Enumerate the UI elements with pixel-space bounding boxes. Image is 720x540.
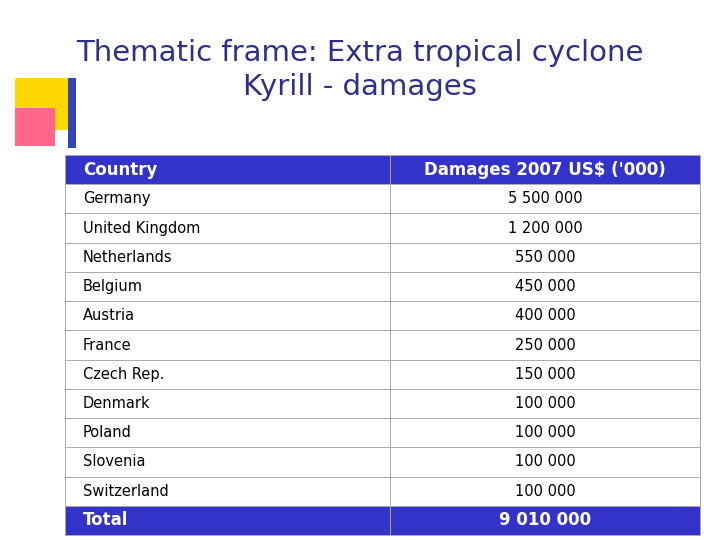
- Text: United Kingdom: United Kingdom: [83, 220, 200, 235]
- Text: 100 000: 100 000: [515, 484, 575, 498]
- Bar: [65, 447, 700, 476]
- Text: Denmark: Denmark: [83, 396, 150, 411]
- Text: 450 000: 450 000: [515, 279, 575, 294]
- Text: 9 010 000: 9 010 000: [499, 511, 591, 529]
- Bar: [65, 155, 700, 184]
- Text: 150 000: 150 000: [515, 367, 575, 382]
- Text: Slovenia: Slovenia: [83, 455, 145, 469]
- Bar: [15, 78, 73, 130]
- Text: Netherlands: Netherlands: [83, 250, 173, 265]
- Text: 100 000: 100 000: [515, 425, 575, 440]
- Bar: [65, 506, 700, 535]
- Text: 5 500 000: 5 500 000: [508, 191, 582, 206]
- Text: 1 200 000: 1 200 000: [508, 220, 582, 235]
- Bar: [65, 418, 700, 447]
- Text: Belgium: Belgium: [83, 279, 143, 294]
- Text: 550 000: 550 000: [515, 250, 575, 265]
- Text: Thematic frame: Extra tropical cyclone
Kyrill - damages: Thematic frame: Extra tropical cyclone K…: [76, 39, 644, 102]
- Text: Czech Rep.: Czech Rep.: [83, 367, 164, 382]
- Bar: [65, 389, 700, 418]
- Bar: [65, 301, 700, 330]
- Bar: [65, 213, 700, 242]
- Text: Switzerland: Switzerland: [83, 484, 168, 498]
- Bar: [65, 184, 700, 213]
- Text: Country: Country: [83, 160, 158, 179]
- Bar: [65, 360, 700, 389]
- Text: 400 000: 400 000: [515, 308, 575, 323]
- Text: France: France: [83, 338, 132, 353]
- Text: 100 000: 100 000: [515, 455, 575, 469]
- Text: Germany: Germany: [83, 191, 150, 206]
- Bar: [65, 242, 700, 272]
- Bar: [68, 78, 76, 148]
- Text: Total: Total: [83, 511, 128, 529]
- Text: 100 000: 100 000: [515, 396, 575, 411]
- Text: 250 000: 250 000: [515, 338, 575, 353]
- Bar: [65, 476, 700, 506]
- Text: Poland: Poland: [83, 425, 132, 440]
- Text: Damages 2007 US$ ('000): Damages 2007 US$ ('000): [424, 160, 666, 179]
- Text: Austria: Austria: [83, 308, 135, 323]
- Bar: [65, 330, 700, 360]
- Bar: [15, 108, 55, 146]
- Bar: [65, 272, 700, 301]
